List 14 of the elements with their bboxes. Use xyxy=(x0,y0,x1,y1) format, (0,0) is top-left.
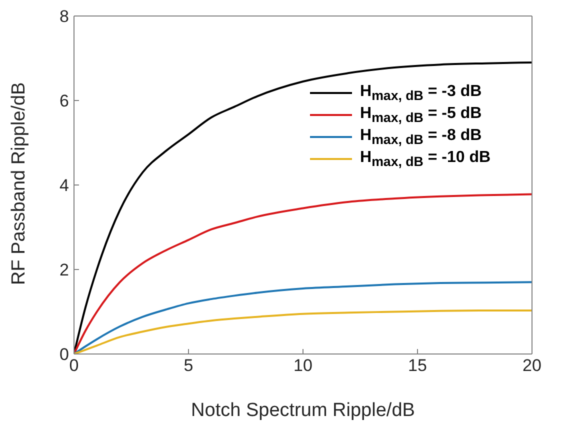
legend-label: H$_{max, dB}$ = -10 dB xyxy=(360,148,491,170)
x-tick-label: 5 xyxy=(184,356,194,376)
y-tick-label: 4 xyxy=(60,176,69,196)
legend-label: H$_{max, dB}$ = -3 dB xyxy=(360,82,482,104)
x-tick-label: 20 xyxy=(522,356,542,376)
y-axis-title: RF Passband Ripple/dB xyxy=(8,82,30,285)
x-tick-label: 15 xyxy=(408,356,427,376)
legend-label: H$_{max, dB}$ = -8 dB xyxy=(360,126,482,148)
y-tick-label: 8 xyxy=(60,7,69,26)
y-tick-label: 6 xyxy=(60,92,69,111)
legend-label: H$_{max, dB}$ = -5 dB xyxy=(360,104,482,126)
x-tick-label: 10 xyxy=(294,356,312,376)
x-axis-title: Notch Spectrum Ripple/dB xyxy=(191,400,415,421)
y-tick-label: 2 xyxy=(60,260,69,280)
